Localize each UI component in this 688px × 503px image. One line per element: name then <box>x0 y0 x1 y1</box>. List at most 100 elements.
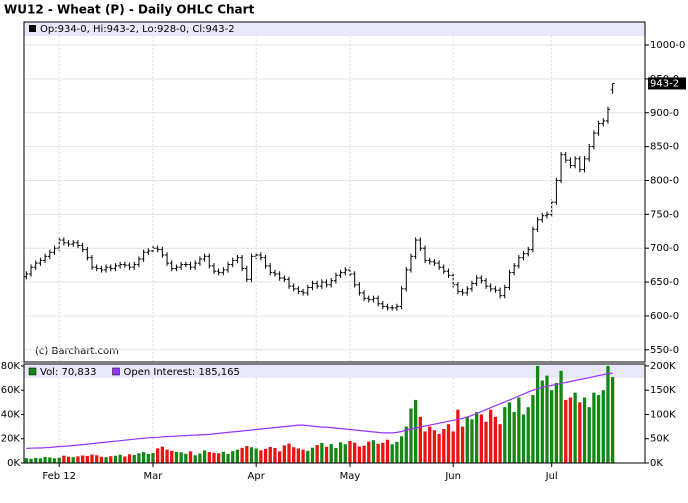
volume-bar <box>240 447 244 463</box>
volume-bar <box>329 444 333 463</box>
volume-bar <box>521 414 526 463</box>
volume-bar <box>592 392 596 463</box>
volume-bar <box>221 451 225 463</box>
y-tick-label: 800-0 <box>650 175 679 186</box>
volume-bar <box>474 412 479 463</box>
volume-bar <box>409 408 413 463</box>
volume-bar <box>334 447 338 463</box>
x-tick-label: Jul <box>545 471 558 482</box>
volume-bar <box>362 445 366 463</box>
volume-bar <box>432 430 437 463</box>
y2-tick-label: 50K <box>650 434 670 445</box>
volume-bar <box>217 453 221 463</box>
volume-bar <box>324 446 329 463</box>
volume-bar <box>456 409 460 463</box>
volume-bar <box>390 444 394 463</box>
volume-bar <box>348 440 352 463</box>
x-tick-label: Jun <box>444 471 461 482</box>
volume-bar <box>66 456 71 463</box>
volume-bar <box>48 457 52 463</box>
volume-bar <box>606 365 610 463</box>
volume-bar <box>188 451 193 463</box>
volume-bar <box>568 397 573 463</box>
volume-bar <box>118 454 122 463</box>
last-price-label: 943-2 <box>650 78 679 89</box>
volume-bar <box>165 449 169 463</box>
volume-bar <box>540 380 544 463</box>
volume-bar <box>207 452 211 463</box>
volume-bar <box>559 370 563 463</box>
volume-bar <box>123 456 127 463</box>
volume-bar <box>428 426 432 463</box>
volume-bar <box>371 440 376 463</box>
volume-bar <box>315 445 319 463</box>
price-frame <box>23 21 646 363</box>
plot: 550-0 600-0 650-0 700-0 750-0 800-0 850-0 900-0… <box>1 36 686 482</box>
volume-bar <box>95 455 99 463</box>
volume-bar <box>484 421 488 463</box>
volume-bar <box>85 455 89 463</box>
volume-bar <box>71 457 75 463</box>
y-tick-label: 750-0 <box>650 209 679 220</box>
ohlc-legend: Op:934-0, Hi:943-2, Lo:928-0, Cl:943-2 <box>40 24 235 35</box>
volume-bar <box>132 454 136 463</box>
legend-label: Vol: 70,833 <box>40 367 97 378</box>
y-tick-label: 60K <box>1 385 21 396</box>
volume-bar <box>249 447 254 463</box>
volume-bar <box>442 429 446 463</box>
volume-bar <box>160 446 165 463</box>
volume-bar <box>596 395 601 463</box>
volume-bar <box>587 407 591 463</box>
volume-bar <box>437 433 441 463</box>
volume-bar <box>296 448 301 463</box>
y-tick-label: 900-0 <box>650 108 679 119</box>
volume-bar <box>57 457 61 463</box>
volume-bar <box>404 426 408 463</box>
volume-bar <box>451 431 455 463</box>
volume-bar <box>535 365 540 463</box>
copyright: (c) Barchart.com <box>35 346 119 357</box>
volume-bar <box>512 412 516 463</box>
volume-bar <box>376 443 380 463</box>
y2-tick-label: 0K <box>650 458 663 469</box>
y-tick-label: 700-0 <box>650 243 679 254</box>
y-tick-label: 550-0 <box>650 345 679 356</box>
volume-bar <box>418 416 422 463</box>
volume-bar <box>282 445 286 463</box>
volume-bar <box>235 449 240 463</box>
volume-bar <box>381 442 385 463</box>
volume-bar <box>470 419 474 463</box>
volume-bar <box>582 397 587 463</box>
volume-bar <box>137 453 141 463</box>
volume-bar <box>564 399 568 463</box>
volume-bar <box>156 448 160 463</box>
volume-bar <box>578 402 582 463</box>
volume-bar <box>113 455 118 463</box>
volume-bar <box>226 454 230 463</box>
volume-bar <box>573 392 577 463</box>
x-tick-label: May <box>340 471 361 482</box>
volume-bar <box>170 450 174 463</box>
volume-bar <box>601 390 605 463</box>
y-tick-label: 80K <box>1 361 21 372</box>
volume-bar <box>174 451 179 463</box>
volume-bar <box>357 446 362 463</box>
volume-bar <box>446 424 451 463</box>
volume-bar <box>306 450 310 463</box>
volume-bar <box>254 448 258 463</box>
volume-bar <box>554 382 559 463</box>
volume-bar <box>343 444 347 463</box>
volume-bar <box>141 452 146 463</box>
legend-band <box>24 22 645 36</box>
volume-bar <box>545 375 549 463</box>
volume-bar <box>498 424 502 463</box>
chart-title: WU12 - Wheat (P) - Daily OHLC Chart <box>4 3 255 17</box>
volume-bar <box>353 442 357 463</box>
volume-bar <box>292 447 296 463</box>
volume-bar <box>52 458 57 463</box>
legend-label: Open Interest: 185,165 <box>124 367 240 378</box>
volume-bar <box>611 377 615 463</box>
volume-frame <box>23 363 646 464</box>
x-tick-label: Apr <box>248 471 266 482</box>
volume-bar <box>517 397 521 463</box>
